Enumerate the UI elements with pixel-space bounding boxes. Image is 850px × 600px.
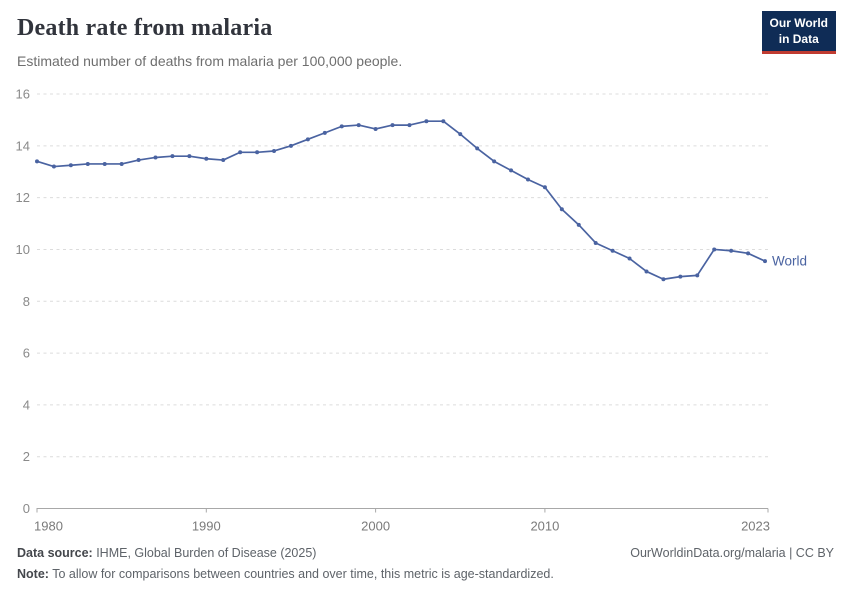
data-point[interactable] — [255, 150, 260, 155]
data-point[interactable] — [85, 161, 90, 166]
data-point[interactable] — [322, 130, 327, 135]
data-point[interactable] — [525, 177, 530, 182]
data-point[interactable] — [407, 123, 412, 128]
chart-header: Death rate from malaria Estimated number… — [0, 0, 850, 70]
data-point[interactable] — [356, 123, 361, 128]
owid-logo-line2: in Data — [778, 31, 819, 46]
y-tick-label: 8 — [23, 294, 30, 309]
data-point[interactable] — [763, 259, 767, 264]
x-tick-label: 2010 — [530, 519, 559, 534]
world-line-series[interactable] — [36, 120, 766, 281]
x-tick-label: 1980 — [34, 519, 63, 534]
data-source: Data source: IHME, Global Burden of Dise… — [17, 546, 316, 560]
data-point[interactable] — [305, 137, 310, 142]
data-source-label: Data source: — [17, 546, 93, 560]
page-title: Death rate from malaria — [17, 15, 273, 41]
data-point[interactable] — [576, 222, 581, 227]
data-point[interactable] — [458, 132, 463, 137]
data-point[interactable] — [68, 163, 73, 168]
data-point[interactable] — [136, 158, 141, 163]
data-point[interactable] — [153, 155, 158, 160]
data-point[interactable] — [441, 119, 446, 124]
data-point[interactable] — [695, 273, 700, 278]
data-point[interactable] — [238, 150, 243, 155]
note-label: Note: — [17, 567, 49, 581]
data-point[interactable] — [661, 277, 666, 282]
data-point[interactable] — [288, 143, 293, 148]
data-point[interactable] — [119, 161, 124, 166]
data-point[interactable] — [678, 274, 683, 279]
x-tick-label: 2000 — [361, 519, 390, 534]
y-tick-label: 2 — [23, 449, 30, 464]
y-tick-label: 12 — [16, 190, 30, 205]
data-point[interactable] — [627, 256, 632, 261]
y-tick-label: 4 — [23, 397, 30, 412]
owid-logo[interactable]: Our World in Data — [761, 11, 836, 55]
data-point[interactable] — [390, 123, 395, 128]
data-point[interactable] — [542, 185, 547, 190]
y-tick-label: 16 — [16, 87, 30, 102]
y-tick-label: 0 — [23, 501, 30, 516]
data-point[interactable] — [492, 159, 497, 164]
y-tick-label: 6 — [23, 346, 30, 361]
data-point[interactable] — [187, 154, 192, 159]
data-source-value: IHME, Global Burden of Disease (2025) — [92, 546, 317, 560]
data-point[interactable] — [644, 269, 649, 274]
page-subtitle: Estimated number of deaths from malaria … — [17, 52, 403, 69]
data-point[interactable] — [373, 126, 378, 131]
data-point[interactable] — [593, 240, 598, 245]
chart-footer: Data source: IHME, Global Burden of Dise… — [17, 546, 834, 581]
data-point[interactable] — [35, 159, 39, 164]
x-tick-label: 2023 — [741, 519, 770, 534]
data-point[interactable] — [712, 247, 717, 252]
y-tick-label: 10 — [16, 242, 30, 257]
data-point[interactable] — [729, 248, 734, 253]
data-point[interactable] — [221, 158, 226, 163]
chart-note: Note: To allow for comparisons between c… — [17, 567, 554, 581]
data-point[interactable] — [339, 124, 344, 129]
data-point[interactable] — [610, 248, 615, 253]
data-point[interactable] — [746, 251, 751, 256]
attribution-link[interactable]: OurWorldinData.org/malaria | CC BY — [630, 546, 834, 560]
data-point[interactable] — [272, 148, 277, 153]
x-tick-label: 1990 — [192, 519, 221, 534]
owid-logo-line1: Our World — [769, 16, 828, 30]
data-point[interactable] — [204, 156, 209, 161]
line-chart[interactable]: 0 2 4 6 8 10 12 14 16 1980 1990 2000 2010 2023 World — [0, 80, 850, 538]
note-value: To allow for comparisons between countri… — [48, 567, 554, 581]
data-point[interactable] — [51, 164, 56, 169]
world-series-label: World — [772, 254, 807, 269]
data-point[interactable] — [559, 207, 564, 212]
data-point[interactable] — [170, 154, 175, 159]
data-point[interactable] — [424, 119, 429, 124]
data-point[interactable] — [102, 161, 107, 166]
data-point[interactable] — [475, 146, 480, 151]
y-tick-label: 14 — [16, 138, 30, 153]
data-point[interactable] — [509, 168, 514, 173]
